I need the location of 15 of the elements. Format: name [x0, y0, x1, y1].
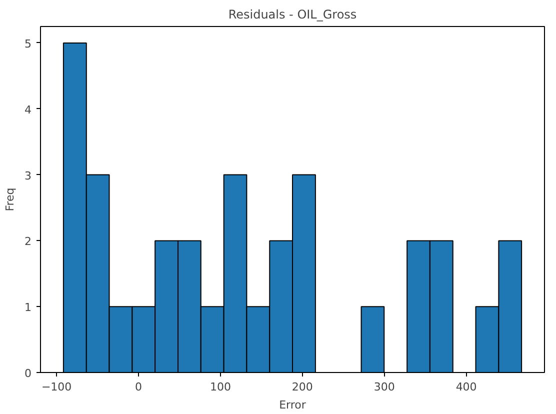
x-tick-label: 200: [292, 380, 313, 394]
y-tick-label: 1: [24, 301, 32, 314]
y-tick-label: 4: [24, 103, 32, 116]
x-tick-label: 400: [456, 380, 477, 394]
chart-title: Residuals - OIL_Gross: [228, 8, 357, 22]
y-tick-label: 0: [24, 367, 32, 380]
y-tick-label: 5: [24, 37, 32, 50]
x-tick-label: 0: [135, 380, 142, 394]
x-tick-label: −100: [41, 380, 72, 394]
x-axis-title: Error: [279, 398, 306, 412]
y-tick-label: 3: [24, 169, 32, 182]
x-tick-label: 100: [210, 380, 231, 394]
y-tick-label: 2: [24, 235, 32, 248]
y-axis-title: Freq: [4, 188, 16, 212]
x-tick-label: 300: [374, 380, 395, 394]
